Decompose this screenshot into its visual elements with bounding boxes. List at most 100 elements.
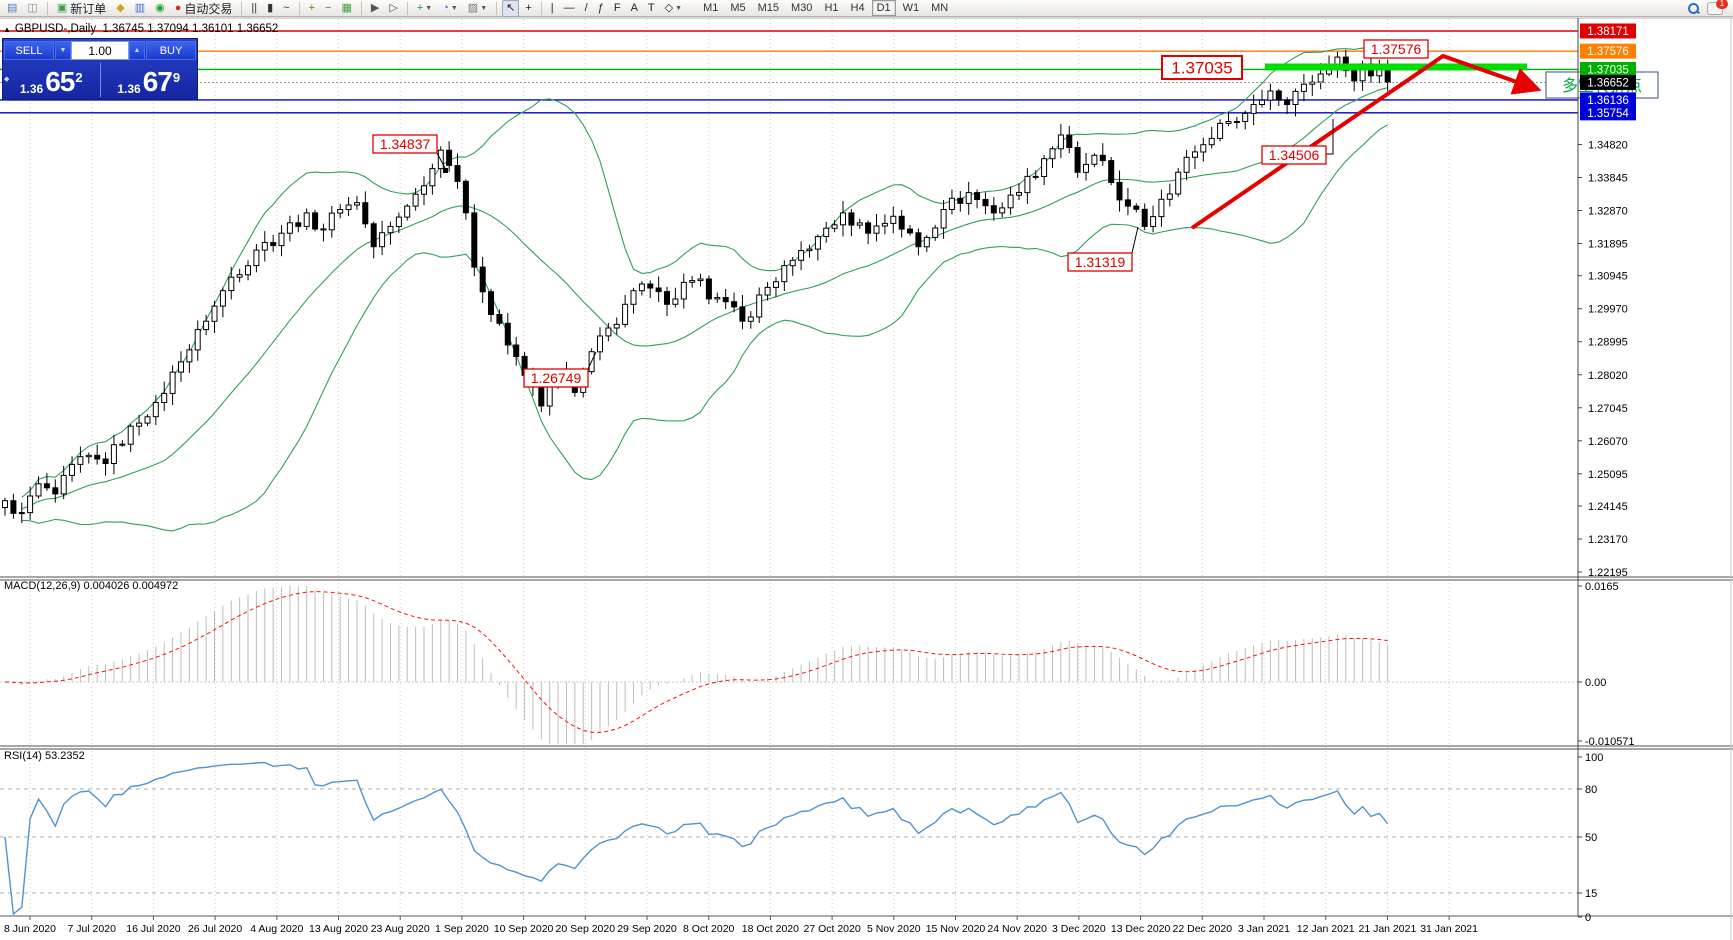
- notifications-icon[interactable]: 1: [1707, 0, 1728, 15]
- dropdown-caret-icon[interactable]: ▼: [450, 4, 458, 12]
- svg-text:1.30945: 1.30945: [1588, 271, 1628, 283]
- bar-chart-icon: ||: [251, 1, 258, 14]
- market-watch-button[interactable]: ▥: [131, 0, 149, 17]
- profiles-button[interactable]: ◫: [23, 0, 41, 17]
- svg-text:50: 50: [1585, 832, 1597, 844]
- new-order-icon: ▣: [56, 1, 68, 14]
- svg-text:31 Jan 2021: 31 Jan 2021: [1420, 923, 1478, 935]
- label-131319[interactable]: [1067, 252, 1133, 272]
- periods-button[interactable]: ◔ ▼: [438, 0, 462, 17]
- timeframe-d1-button[interactable]: D1: [871, 0, 896, 16]
- zoom-out-icon: −: [325, 1, 332, 14]
- label-126749[interactable]: [523, 368, 589, 388]
- new-order-button[interactable]: ▣ 新订单: [53, 0, 110, 17]
- sell-button[interactable]: SELL: [4, 41, 54, 60]
- ask-pipette: 9: [172, 70, 181, 85]
- collapse-triangle-icon[interactable]: ▲: [3, 25, 11, 34]
- label-137035[interactable]: [1161, 55, 1243, 80]
- timeframe-m15-button[interactable]: M15: [757, 2, 780, 14]
- sound-button[interactable]: ◉: [151, 0, 169, 17]
- panel-collapse-icon[interactable]: ◆: [4, 76, 10, 83]
- line-chart-button[interactable]: ~: [279, 0, 293, 17]
- svg-text:1.36652: 1.36652: [1587, 77, 1629, 89]
- svg-text:1.27045: 1.27045: [1588, 403, 1628, 415]
- dropdown-caret-icon[interactable]: ▼: [480, 4, 488, 12]
- date-axis[interactable]: 8 Jun 2020 7 Jul 2020 16 Jul 2020 26 Jul 20…: [4, 916, 1478, 935]
- bar-chart-button[interactable]: ||: [247, 0, 261, 17]
- label-126749-text: 1.26749: [531, 370, 582, 386]
- crosshair-icon: +: [525, 1, 532, 14]
- svg-text:1.23170: 1.23170: [1588, 534, 1628, 546]
- buy-button[interactable]: BUY: [146, 41, 196, 60]
- channels-button[interactable]: F: [610, 0, 625, 17]
- tile-windows-icon: ▦: [341, 1, 352, 14]
- text-button[interactable]: A: [627, 0, 642, 17]
- cursor-button[interactable]: ↖: [502, 0, 520, 17]
- svg-text:16 Jul 2020: 16 Jul 2020: [126, 923, 180, 935]
- svg-text:12 Jan 2021: 12 Jan 2021: [1297, 923, 1355, 935]
- zoom-in-button[interactable]: +: [305, 0, 319, 17]
- timeframe-h1-button[interactable]: H1: [824, 2, 839, 14]
- timeframe-m30-button[interactable]: M30: [791, 2, 813, 14]
- svg-text:3 Dec 2020: 3 Dec 2020: [1052, 923, 1106, 935]
- dropdown-caret-icon[interactable]: ▼: [425, 4, 433, 12]
- horizontal-line-button[interactable]: —: [560, 0, 579, 17]
- timeframe-m1-button[interactable]: M1: [703, 2, 719, 14]
- candlestick-chart-icon: ▮: [267, 1, 274, 14]
- toolbar-separator: [298, 1, 300, 15]
- arrows-icon: ◇: [664, 1, 674, 14]
- label-134837[interactable]: [372, 134, 438, 154]
- crosshair-button[interactable]: +: [521, 0, 535, 17]
- new-chart-icon: ▤: [7, 1, 18, 14]
- support-highlight-band[interactable]: [1265, 63, 1527, 71]
- svg-text:5 Nov 2020: 5 Nov 2020: [867, 923, 921, 935]
- trend-arrow[interactable]: [1190, 53, 1542, 230]
- label-137576[interactable]: [1363, 39, 1429, 59]
- trendline-button[interactable]: /: [581, 0, 592, 17]
- styler-button[interactable]: ◆: [112, 0, 128, 17]
- ask-prefix: 1.36: [117, 82, 141, 96]
- fibonacci-button[interactable]: ƒ: [594, 0, 608, 17]
- bid-prefix: 1.36: [19, 82, 44, 96]
- volume-down-button[interactable]: ▼: [55, 41, 71, 60]
- dropdown-caret-icon[interactable]: ▼: [675, 4, 683, 12]
- arrows-button[interactable]: ◇ ▼: [661, 0, 686, 17]
- svg-text:29 Sep 2020: 29 Sep 2020: [617, 923, 677, 935]
- zoom-in-icon: +: [308, 1, 316, 14]
- timeframe-m5-button[interactable]: M5: [730, 2, 746, 14]
- volume-up-button[interactable]: ▲: [129, 41, 145, 60]
- text-label-button[interactable]: T: [644, 0, 659, 17]
- autotrading-button[interactable]: ● 自动交易: [171, 0, 237, 17]
- toolbar-separator: [241, 1, 243, 15]
- vertical-line-button[interactable]: |: [547, 0, 558, 17]
- autotrading-icon: ●: [174, 1, 182, 14]
- vertical-line-icon: |: [550, 1, 554, 14]
- svg-text:13 Aug 2020: 13 Aug 2020: [309, 923, 368, 935]
- new-chart-button[interactable]: ▤: [3, 0, 21, 17]
- ohlc-values: 1.36745 1.37094 1.36101 1.36652: [102, 23, 279, 35]
- label-134506[interactable]: [1261, 145, 1327, 165]
- timeframe-mn-button[interactable]: MN: [931, 2, 949, 14]
- zoom-out-button[interactable]: −: [321, 0, 335, 17]
- svg-text:1.35754: 1.35754: [1587, 108, 1629, 120]
- candlestick-chart-button[interactable]: ▮: [263, 0, 277, 17]
- tile-windows-button[interactable]: ▦: [337, 0, 355, 17]
- auto-scroll-button[interactable]: ▶: [367, 0, 383, 17]
- channels-icon: F: [613, 1, 621, 14]
- svg-text:1.25095: 1.25095: [1588, 469, 1628, 481]
- svg-text:100: 100: [1585, 752, 1603, 764]
- toolbar: ▤ ◫ ▣ 新订单 ◆ ▥ ◉ ● 自动交易 || ▮ ~ + − ▦ ▶ ▷ + ▼ ◔ ▼ ▨ ▼ ↖ + | — / ƒ F A T ◇ ▼…: [0, 0, 1733, 17]
- timeframe-w1-button[interactable]: W1: [902, 2, 920, 14]
- indicators-icon: +: [416, 1, 424, 14]
- trendline-icon: /: [584, 1, 588, 14]
- templates-button[interactable]: ▨ ▼: [464, 0, 491, 17]
- svg-text:18 Oct 2020: 18 Oct 2020: [742, 923, 799, 935]
- chart-shift-button[interactable]: ▷: [385, 0, 401, 17]
- search-icon[interactable]: [1688, 2, 1701, 14]
- notification-badge: 1: [1716, 0, 1728, 9]
- timeframe-h4-button[interactable]: H4: [850, 2, 865, 14]
- price-axis[interactable]: 1.34820 1.33845 1.32870 1.31895 1.30945 1.299…: [1578, 23, 1636, 925]
- indicators-button[interactable]: + ▼: [413, 0, 436, 17]
- volume-input[interactable]: [71, 41, 129, 60]
